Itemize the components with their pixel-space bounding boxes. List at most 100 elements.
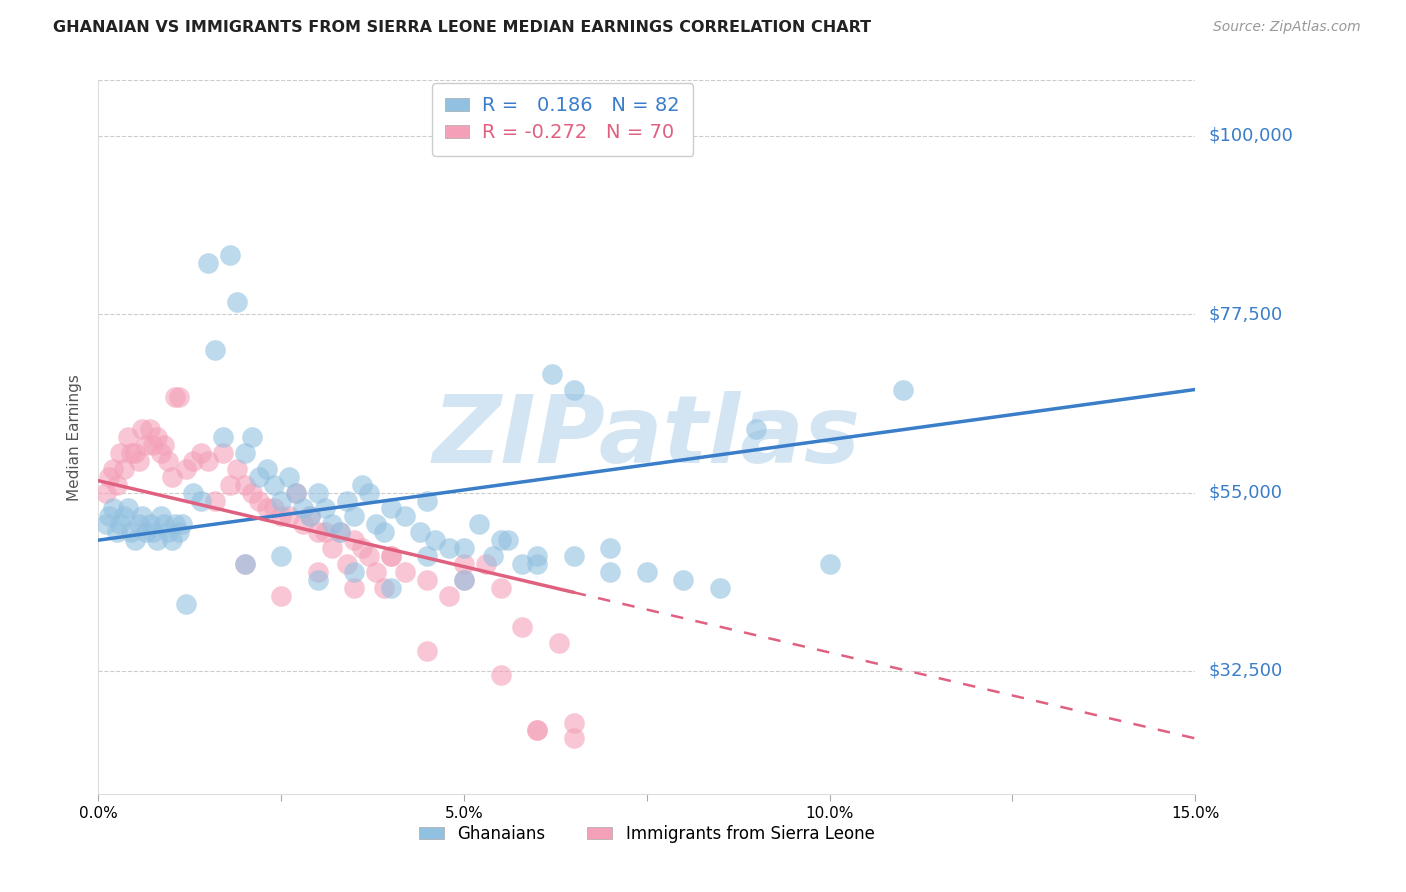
Point [453,541,475,555]
Point [219,477,242,491]
Legend: Ghanaians, Immigrants from Sierra Leone: Ghanaians, Immigrants from Sierra Leone [412,819,882,850]
Point [138,422,160,436]
Point [204,493,226,508]
Point [94,485,117,500]
Point [599,565,621,579]
Point [366,517,388,532]
Point [292,501,315,516]
Point [146,430,169,444]
Point [416,573,439,587]
Point [343,565,366,579]
Point [120,446,142,460]
Point [128,454,150,468]
Point [142,525,165,540]
Point [526,723,548,738]
Point [489,668,512,682]
Point [124,533,146,548]
Point [149,509,172,524]
Point [314,501,336,516]
Point [263,501,285,516]
Point [540,367,562,381]
Point [156,454,179,468]
Point [117,501,139,516]
Point [453,573,475,587]
Text: $100,000: $100,000 [1209,127,1294,145]
Point [174,597,197,611]
Point [526,557,548,571]
Point [373,525,395,540]
Point [135,525,157,540]
Point [110,446,132,460]
Point [98,509,121,524]
Point [204,343,226,357]
Point [292,517,315,532]
Point [512,620,534,634]
Point [380,549,402,563]
Point [439,541,461,555]
Text: $55,000: $55,000 [1209,483,1284,501]
Point [105,525,128,540]
Point [142,438,165,452]
Point [226,295,249,310]
Point [307,573,329,587]
Point [149,446,172,460]
Point [165,391,187,405]
Point [321,541,343,555]
Point [233,477,256,491]
Point [172,517,194,532]
Text: ZIPatlas: ZIPatlas [433,391,860,483]
Point [117,430,139,444]
Point [439,589,461,603]
Point [366,565,388,579]
Point [105,477,128,491]
Point [357,485,380,500]
Point [453,557,475,571]
Point [270,589,292,603]
Point [101,501,124,516]
Point [219,248,242,262]
Point [394,509,416,524]
Point [270,493,292,508]
Point [321,517,343,532]
Point [256,501,278,516]
Point [146,533,169,548]
Point [562,731,585,746]
Point [167,391,190,405]
Point [270,509,292,524]
Point [131,509,153,524]
Point [343,533,366,548]
Point [299,509,322,524]
Point [153,517,176,532]
Point [599,541,621,555]
Point [489,533,512,548]
Point [101,462,124,476]
Point [120,525,142,540]
Point [183,454,205,468]
Point [263,477,285,491]
Point [394,565,416,579]
Point [329,525,352,540]
Text: GHANAIAN VS IMMIGRANTS FROM SIERRA LEONE MEDIAN EARNINGS CORRELATION CHART: GHANAIAN VS IMMIGRANTS FROM SIERRA LEONE… [53,20,872,35]
Point [165,517,187,532]
Point [233,446,256,460]
Point [240,430,263,444]
Point [156,525,179,540]
Point [891,383,914,397]
Point [343,509,366,524]
Point [167,525,190,540]
Point [475,557,498,571]
Point [110,517,132,532]
Point [277,469,299,483]
Point [190,446,212,460]
Point [270,549,292,563]
Point [190,493,212,508]
Point [562,715,585,730]
Point [314,525,336,540]
Point [416,549,439,563]
Point [562,383,585,397]
Point [233,557,256,571]
Point [138,517,160,532]
Point [277,509,299,524]
Point [329,525,352,540]
Point [336,557,359,571]
